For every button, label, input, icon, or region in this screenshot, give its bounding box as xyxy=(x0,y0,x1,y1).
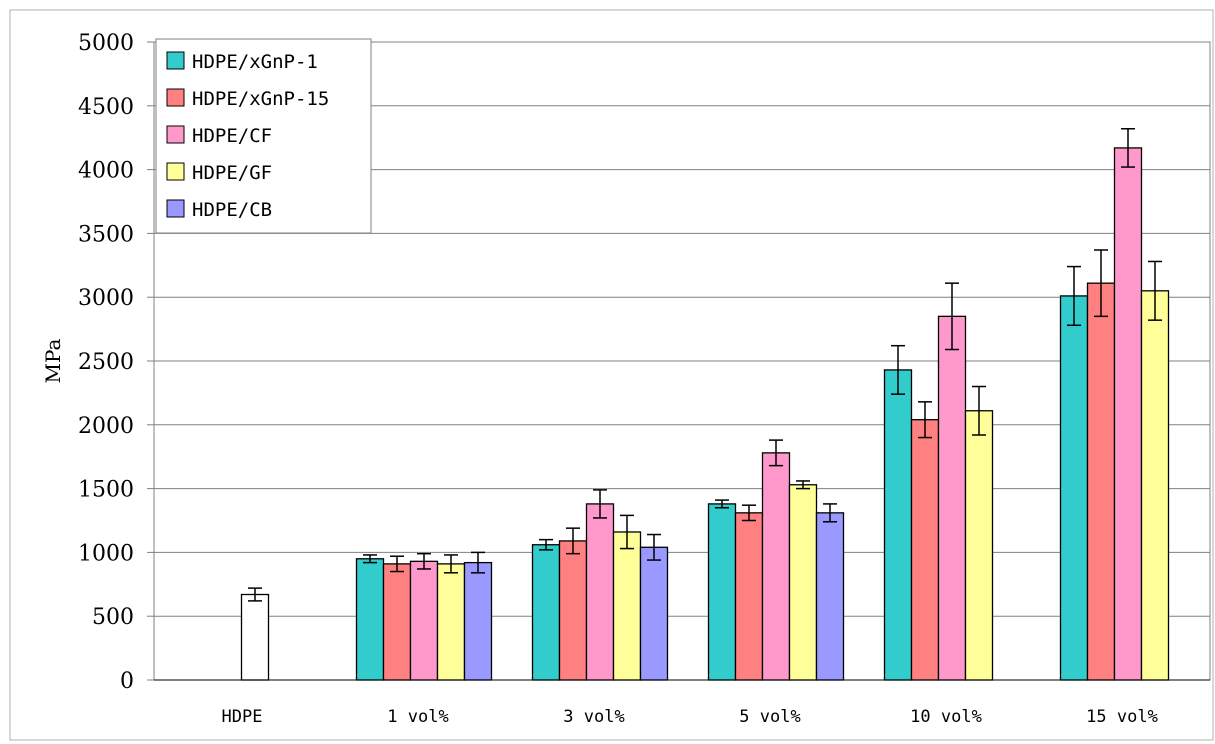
y-tick-label: 2500 xyxy=(78,350,134,375)
x-category-label: 3 vol% xyxy=(563,707,624,727)
legend-box xyxy=(155,38,372,234)
bar-hdpe-cf xyxy=(409,560,439,681)
bar-hdpe-gf xyxy=(612,531,642,681)
legend-label: HDPE/xGnP-1 xyxy=(192,51,318,73)
x-category-label: HDPE xyxy=(222,707,263,727)
bar-hdpe-xgnp-1 xyxy=(355,558,385,681)
legend-label: HDPE/CB xyxy=(192,199,272,221)
y-tick-label: 0 xyxy=(120,669,134,694)
bar-baseline xyxy=(240,593,270,681)
bar-hdpe-cf xyxy=(1113,147,1143,681)
bar-hdpe-cf xyxy=(585,503,615,681)
error-bars xyxy=(248,128,1162,602)
bar-hdpe-xgnp-15 xyxy=(910,419,940,681)
y-axis-ticks: 0 500 1000 1500 2000 2500 3000 3500 4000 4500 5000 xyxy=(78,31,154,694)
y-tick-label: 500 xyxy=(92,605,134,630)
y-tick-label: 4500 xyxy=(78,95,134,120)
y-tick-label: 3000 xyxy=(78,286,134,311)
bar-hdpe-xgnp-1 xyxy=(1059,295,1089,681)
y-tick-label: 2000 xyxy=(78,414,134,439)
legend-label: HDPE/CF xyxy=(192,125,272,147)
bar-hdpe-xgnp-1 xyxy=(883,369,913,681)
legend-swatch xyxy=(166,125,185,144)
bar-hdpe-cf xyxy=(761,452,791,681)
legend-swatch xyxy=(166,199,185,218)
y-axis-label: MPa xyxy=(41,338,65,383)
legend: HDPE/xGnP-1 HDPE/xGnP-15 HDPE/CF HDPE/GF HDP… xyxy=(155,38,372,234)
x-category-label: 5 vol% xyxy=(739,707,800,727)
bars xyxy=(240,147,1170,681)
bar-hdpe-xgnp-1 xyxy=(707,503,737,681)
bar-hdpe-gf xyxy=(436,563,466,681)
y-tick-label: 4000 xyxy=(78,159,134,184)
bar-hdpe-gf xyxy=(788,484,818,681)
bar-hdpe-gf xyxy=(1140,290,1170,681)
x-axis-categories: HDPE 1 vol% 3 vol% 5 vol% 10 vol% 15 vol% xyxy=(222,707,1158,727)
bar-hdpe-xgnp-15 xyxy=(1086,282,1116,681)
bar-hdpe-cb xyxy=(639,546,669,681)
bar-hdpe-cf xyxy=(937,315,967,681)
bar-hdpe-cb xyxy=(463,561,493,681)
bar-hdpe-xgnp-1 xyxy=(531,544,561,681)
x-category-label: 1 vol% xyxy=(387,707,448,727)
bar-hdpe-gf xyxy=(964,410,994,681)
y-tick-label: 5000 xyxy=(78,31,134,56)
x-category-label: 10 vol% xyxy=(910,707,982,727)
y-tick-label: 3500 xyxy=(78,222,134,247)
x-category-label: 15 vol% xyxy=(1086,707,1158,727)
bar-hdpe-xgnp-15 xyxy=(558,540,588,681)
bar-hdpe-cb xyxy=(815,512,845,681)
legend-label: HDPE/GF xyxy=(192,162,272,184)
y-tick-label: 1000 xyxy=(78,541,134,566)
bar-hdpe-xgnp-15 xyxy=(734,512,764,681)
legend-swatch xyxy=(166,162,185,181)
legend-label: HDPE/xGnP-15 xyxy=(192,88,329,110)
legend-swatch xyxy=(166,88,185,107)
chart-border xyxy=(9,9,1214,741)
y-tick-label: 1500 xyxy=(78,478,134,503)
bar-hdpe-xgnp-15 xyxy=(382,563,412,681)
legend-swatch xyxy=(166,51,185,70)
